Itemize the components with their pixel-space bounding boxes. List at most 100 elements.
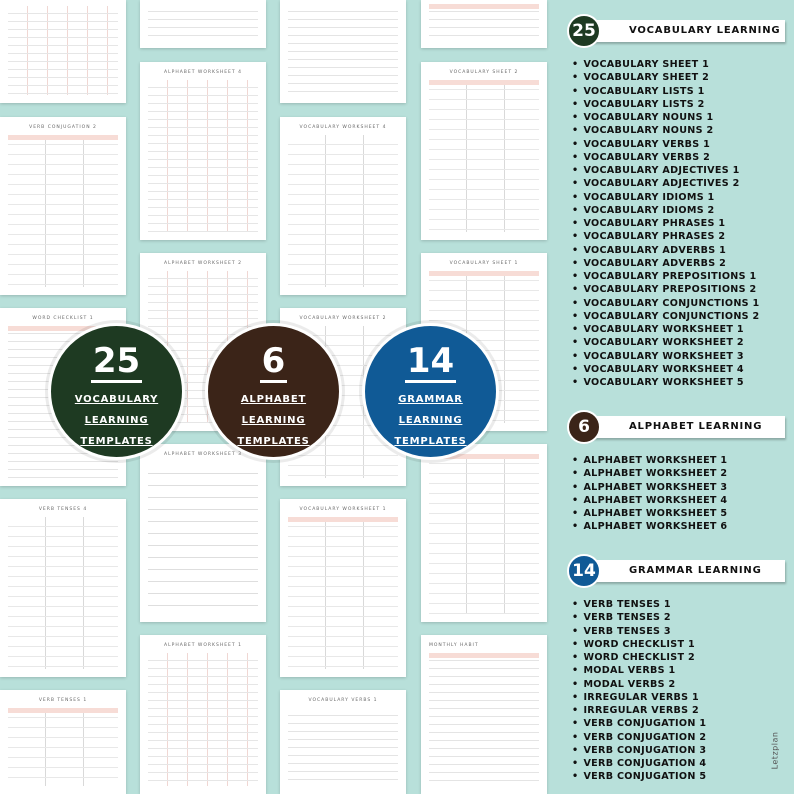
badge-label: LEARNING (398, 415, 463, 426)
template-list-item: VOCABULARY VERBS 2 (572, 151, 759, 164)
template-list-item: ALPHABET WORKSHEET 5 (572, 507, 727, 520)
worksheet-table (288, 517, 398, 669)
worksheet-title: VOCABULARY VERBS 1 (308, 698, 378, 703)
worksheet-title: ALPHABET WORKSHEET 1 (164, 643, 242, 648)
section-title: ALPHABET LEARNING (629, 421, 763, 432)
template-list-item: VOCABULARY PHRASES 1 (572, 217, 759, 230)
template-list-item: VOCABULARY NOUNS 2 (572, 124, 759, 137)
template-list-item: VOCABULARY CONJUNCTIONS 2 (572, 310, 759, 323)
badge-count: 14 (404, 341, 457, 383)
badge-label: GRAMMAR (398, 394, 463, 405)
template-list-item: VOCABULARY WORKSHEET 3 (572, 350, 759, 363)
template-list-item: VOCABULARY LISTS 2 (572, 98, 759, 111)
template-list-item: VERB TENSES 3 (572, 625, 706, 638)
worksheet-grid (8, 6, 118, 95)
template-list-item: VOCABULARY WORKSHEET 1 (572, 323, 759, 336)
worksheet-preview (421, 444, 547, 622)
worksheet-title: ALPHABET WORKSHEET 3 (164, 452, 242, 457)
template-list-item: ALPHABET WORKSHEET 6 (572, 520, 727, 533)
alphabet-templates-badge: 6 ALPHABET LEARNING TEMPLATES (205, 323, 342, 460)
section-title-pill: GRAMMAR LEARNING (577, 560, 785, 582)
template-list-item: VOCABULARY PHRASES 2 (572, 230, 759, 243)
worksheet-preview: VOCABULARY WORKSHEET 4 (280, 117, 406, 295)
worksheet-title: WORD CHECKLIST 1 (32, 316, 94, 321)
worksheet-table (429, 80, 539, 232)
template-list-item: VOCABULARY VERBS 1 (572, 138, 759, 151)
template-list-item: VOCABULARY IDIOMS 2 (572, 204, 759, 217)
worksheet-table (8, 517, 118, 669)
template-list-item: WORD CHECKLIST 1 (572, 638, 706, 651)
template-list-item: VOCABULARY CONJUNCTIONS 1 (572, 297, 759, 310)
template-list-item: ALPHABET WORKSHEET 3 (572, 481, 727, 494)
template-list-item: VOCABULARY ADVERBS 1 (572, 244, 759, 257)
template-list-item: VERB TENSES 1 (572, 598, 706, 611)
template-list-item: VOCABULARY PREPOSITIONS 1 (572, 270, 759, 283)
template-list-item: VERB CONJUGATION 4 (572, 757, 706, 770)
template-list-item: VOCABULARY WORKSHEET 4 (572, 363, 759, 376)
section-count-badge: 14 (567, 554, 601, 588)
badge-label: LEARNING (241, 415, 306, 426)
worksheet-lines (148, 4, 258, 40)
worksheet-preview: VOCABULARY SHEET 2 (421, 62, 547, 240)
worksheet-title: VOCABULARY WORKSHEET 2 (299, 316, 387, 321)
badge-label: LEARNING (84, 415, 149, 426)
badge-label: ALPHABET (240, 394, 307, 405)
worksheet-title: ALPHABET WORKSHEET 4 (164, 70, 242, 75)
worksheet-title: ALPHABET WORKSHEET 2 (164, 261, 242, 266)
badge-label: TEMPLATES (237, 436, 310, 447)
worksheet-lines (148, 462, 258, 614)
worksheet-preview: MONTHLY HABIT (421, 635, 547, 794)
worksheet-preview (280, 0, 406, 103)
worksheet-preview: VERB TENSES 1 (0, 690, 126, 794)
worksheet-title: VOCABULARY WORKSHEET 1 (299, 507, 387, 512)
template-list-item: VOCABULARY IDIOMS 1 (572, 191, 759, 204)
template-list-item: VOCABULARY WORKSHEET 2 (572, 336, 759, 349)
worksheet-table (288, 135, 398, 287)
worksheet-table (8, 708, 118, 786)
worksheet-table (8, 135, 118, 287)
section-title-pill: ALPHABET LEARNING (577, 416, 785, 438)
template-list-item: VOCABULARY NOUNS 1 (572, 111, 759, 124)
worksheet-lines (429, 653, 539, 786)
worksheet-lines (288, 4, 398, 95)
vocabulary-templates-badge: 25 VOCABULARY LEARNING TEMPLATES (48, 323, 185, 460)
template-list-item: VOCABULARY ADVERBS 2 (572, 257, 759, 270)
section-title: VOCABULARY LEARNING (629, 25, 781, 36)
worksheet-title: VOCABULARY SHEET 2 (449, 70, 519, 75)
worksheet-preview: ALPHABET WORKSHEET 3 (140, 444, 266, 622)
worksheet-title: VERB TENSES 4 (38, 507, 88, 512)
worksheet-title: VERB TENSES 1 (38, 698, 88, 703)
template-list-item: VOCABULARY SHEET 1 (572, 58, 759, 71)
section-count-badge: 6 (567, 410, 601, 444)
worksheet-preview (0, 0, 126, 103)
template-list-item: VERB CONJUGATION 5 (572, 770, 706, 783)
badge-count: 6 (259, 341, 288, 383)
badge-label: VOCABULARY (74, 394, 159, 405)
template-list-item: VERB TENSES 2 (572, 611, 706, 624)
template-list-item: VOCABULARY WORKSHEET 5 (572, 376, 759, 389)
badge-count: 25 (90, 341, 143, 383)
template-list-item: WORD CHECKLIST 2 (572, 651, 706, 664)
worksheet-lines (429, 4, 539, 40)
template-list-item: VOCABULARY SHEET 2 (572, 71, 759, 84)
worksheet-preview: VOCABULARY VERBS 1 (280, 690, 406, 794)
worksheet-grid (148, 653, 258, 786)
template-list-item: IRREGULAR VERBS 1 (572, 691, 706, 704)
template-list-item: VOCABULARY ADJECTIVES 1 (572, 164, 759, 177)
template-list-item: VOCABULARY LISTS 1 (572, 85, 759, 98)
section-count-badge: 25 (567, 14, 601, 48)
worksheet-title: MONTHLY HABIT (429, 643, 479, 648)
worksheet-preview: ALPHABET WORKSHEET 4 (140, 62, 266, 240)
template-list-item: ALPHABET WORKSHEET 1 (572, 454, 727, 467)
template-list-item: VERB CONJUGATION 1 (572, 717, 706, 730)
template-list-item: IRREGULAR VERBS 2 (572, 704, 706, 717)
worksheet-preview (421, 0, 547, 48)
worksheet-title: VOCABULARY SHEET 1 (449, 261, 519, 266)
worksheet-preview (140, 0, 266, 48)
grammar-templates-badge: 14 GRAMMAR LEARNING TEMPLATES (362, 323, 499, 460)
template-list-item: MODAL VERBS 2 (572, 678, 706, 691)
worksheet-preview: VERB CONJUGATION 2 (0, 117, 126, 295)
